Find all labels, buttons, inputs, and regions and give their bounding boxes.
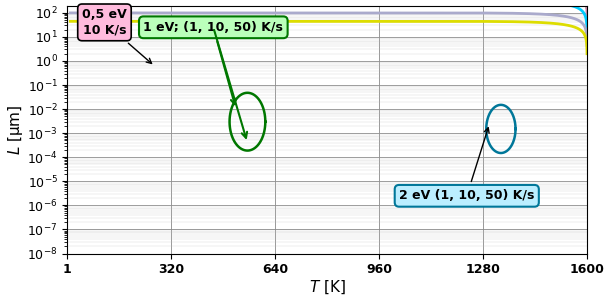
Y-axis label: $L$ [μm]: $L$ [μm] [5, 104, 24, 155]
Text: 0,5 eV
10 K/s: 0,5 eV 10 K/s [82, 8, 151, 63]
X-axis label: $T$ [K]: $T$ [K] [309, 279, 346, 297]
Text: 1 eV; (1, 10, 50) K/s: 1 eV; (1, 10, 50) K/s [143, 21, 283, 104]
Text: 2 eV (1, 10, 50) K/s: 2 eV (1, 10, 50) K/s [399, 128, 534, 202]
